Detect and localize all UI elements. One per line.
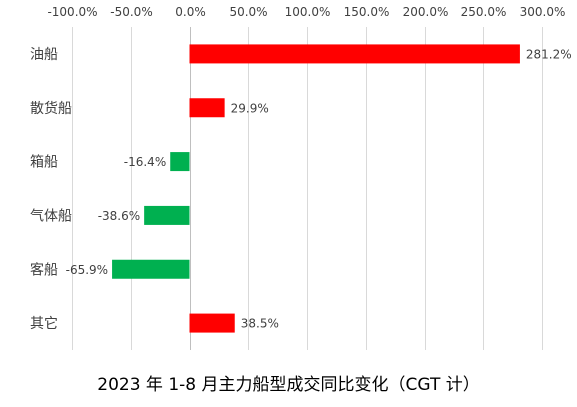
data-label: -38.6% <box>98 209 140 223</box>
x-tick-label: 150.0% <box>344 5 390 19</box>
bar <box>189 98 225 118</box>
chart-title: 2023 年 1-8 月主力船型成交同比变化（CGT 计） <box>97 375 480 395</box>
category-label: 箱船 <box>30 155 58 171</box>
category-label: 散货船 <box>30 100 72 117</box>
category-label: 客船 <box>30 261 58 278</box>
bar-chart: -100.0% -50.0% 0.0% 50.0% 100.0% 150.0% 200.0%… <box>30 5 572 350</box>
x-tick-label: 0.0% <box>175 5 206 19</box>
x-tick-label: 250.0% <box>461 5 507 19</box>
x-tick-label: -100.0% <box>47 5 97 19</box>
x-tick-label: -50.0% <box>110 5 152 19</box>
data-label: -65.9% <box>66 263 108 277</box>
x-tick-label: 200.0% <box>403 5 449 19</box>
bar <box>112 259 190 279</box>
category-label: 油船 <box>30 47 58 63</box>
bar <box>189 44 520 64</box>
x-tick-label: 300.0% <box>520 5 566 19</box>
bars <box>112 44 520 333</box>
bar <box>170 152 190 172</box>
x-tick-label: 50.0% <box>229 5 267 19</box>
data-label: -16.4% <box>124 155 166 169</box>
bar <box>189 313 235 333</box>
bar <box>144 205 190 225</box>
data-label: 29.9% <box>231 101 269 115</box>
x-tick-label: 100.0% <box>285 5 331 19</box>
data-label: 38.5% <box>241 317 279 331</box>
data-labels: 281.2% 29.9% -16.4% -38.6% -65.9% 38.5% <box>66 47 572 330</box>
category-label: 气体船 <box>30 208 72 224</box>
x-axis-ticks: -100.0% -50.0% 0.0% 50.0% 100.0% 150.0% 200.0%… <box>47 5 565 19</box>
data-label: 281.2% <box>526 47 572 61</box>
gridlines <box>72 27 543 350</box>
category-label: 其它 <box>30 315 58 332</box>
